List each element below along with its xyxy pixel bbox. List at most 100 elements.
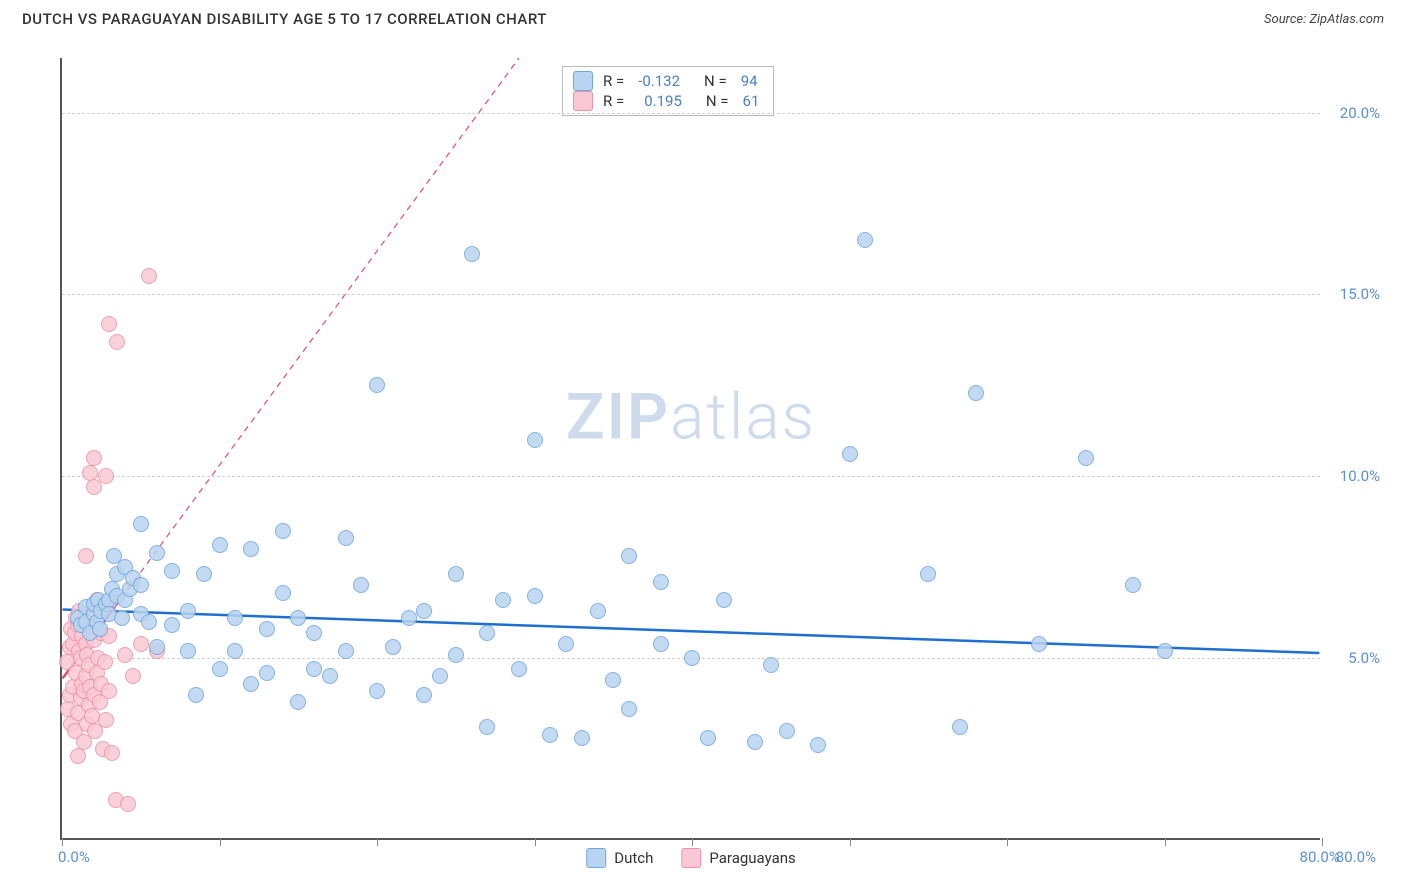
data-point [101,683,117,699]
data-point [78,548,94,564]
data-point [164,563,180,579]
y-tick-label: 15.0% [1325,285,1380,303]
data-point [259,621,275,637]
legend-label: Paraguayans [709,849,795,867]
data-point [290,610,306,626]
data-point [109,334,125,350]
x-tick [1007,838,1008,846]
data-point [243,541,259,557]
data-point [1157,643,1173,659]
y-tick-label: 20.0% [1325,104,1380,122]
data-point [369,377,385,393]
y-tick-label: 10.0% [1325,467,1380,485]
x-tick [377,838,378,846]
data-point [120,796,136,812]
data-point [82,465,98,481]
stats-legend: R = -0.132 N = 94 R = 0.195 N = 61 [562,66,774,116]
legend-label: Dutch [614,849,653,867]
data-point [101,316,117,332]
data-point [114,610,130,626]
x-tick [1322,838,1323,846]
data-point [125,668,141,684]
data-point [70,748,86,764]
x-tick [535,838,536,846]
data-point [164,617,180,633]
data-point [104,745,120,761]
swatch-dutch [573,71,593,91]
data-point [188,687,204,703]
data-point [180,643,196,659]
data-point [527,588,543,604]
data-point [716,592,732,608]
x-tick [850,838,851,846]
data-point [747,734,763,750]
data-point [495,592,511,608]
series-legend: Dutch Paraguayans [586,848,796,868]
y-tick-label: 5.0% [1325,649,1380,667]
data-point [574,730,590,746]
data-point [385,639,401,655]
x-tick [62,838,63,846]
data-point [448,647,464,663]
x-tick [220,838,221,846]
x-tick [1165,838,1166,846]
data-point [275,523,291,539]
data-point [338,530,354,546]
data-point [212,661,228,677]
data-point [479,625,495,641]
data-point [243,676,259,692]
data-point [306,661,322,677]
data-point [857,232,873,248]
data-point [98,712,114,728]
data-point [968,385,984,401]
data-point [763,657,779,673]
data-point [511,661,527,677]
data-point [653,574,669,590]
data-point [97,654,113,670]
data-point [1031,636,1047,652]
source-credit: Source: ZipAtlas.com [1264,12,1384,27]
data-point [86,479,102,495]
data-point [779,723,795,739]
data-point [920,566,936,582]
data-point [621,548,637,564]
data-point [141,614,157,630]
data-point [684,650,700,666]
data-point [306,625,322,641]
swatch-dutch [586,848,606,868]
swatch-paraguayans [681,848,701,868]
data-point [401,610,417,626]
chart-container: Disability Age 5 to 17 ZIPatlas R = -0.1… [20,40,1390,880]
data-point [227,610,243,626]
data-point [290,694,306,710]
data-point [810,737,826,753]
data-point [700,730,716,746]
data-point [353,577,369,593]
chart-title: DUTCH VS PARAGUAYAN DISABILITY AGE 5 TO … [22,10,547,28]
x-tick-label: 80.0% [1336,848,1376,866]
data-point [416,603,432,619]
data-point [92,621,108,637]
data-point [338,643,354,659]
data-point [227,643,243,659]
data-point [180,603,196,619]
data-point [432,668,448,684]
watermark: ZIPatlas [566,379,816,454]
data-point [527,432,543,448]
data-point [952,719,968,735]
data-point [259,665,275,681]
data-point [542,727,558,743]
data-point [416,687,432,703]
data-point [1078,450,1094,466]
x-tick-label: 0.0% [58,848,90,866]
data-point [141,268,157,284]
gridline-h [62,294,1320,295]
trend-lines [62,58,1320,838]
data-point [149,639,165,655]
data-point [621,701,637,717]
data-point [86,450,102,466]
data-point [149,545,165,561]
data-point [212,537,228,553]
x-tick-label: 80.0% [1300,848,1340,866]
data-point [133,636,149,652]
